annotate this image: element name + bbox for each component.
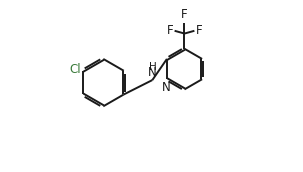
Text: H: H	[149, 62, 157, 72]
Text: Cl: Cl	[69, 63, 81, 76]
Text: F: F	[196, 24, 202, 37]
Text: F: F	[181, 8, 188, 21]
Text: N: N	[148, 66, 157, 79]
Text: F: F	[167, 24, 173, 37]
Text: N: N	[162, 81, 171, 94]
